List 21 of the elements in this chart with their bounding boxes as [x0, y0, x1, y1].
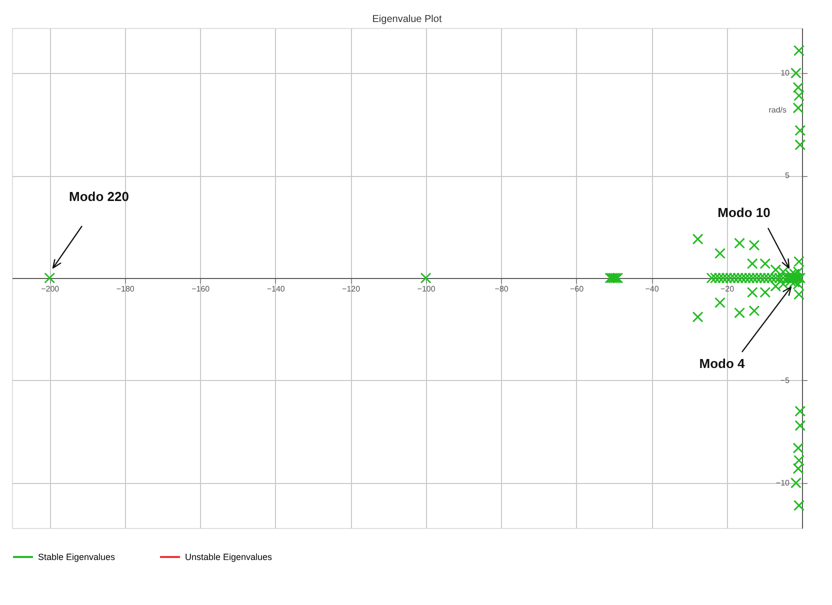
chart-title: Eigenvalue Plot: [372, 14, 442, 25]
x-tick-label: −20: [720, 284, 735, 294]
annotation: Modo 4: [699, 356, 746, 371]
x-tick-label: −140: [266, 284, 286, 294]
x-tick-label: −40: [645, 284, 660, 294]
annotation: Modo 10: [718, 205, 770, 220]
legend-label: Stable Eigenvalues: [38, 552, 116, 562]
x-tick-label: −60: [570, 284, 584, 294]
legend-label: Unstable Eigenvalues: [185, 552, 273, 562]
y-tick-label: −10: [776, 478, 790, 488]
y-tick-label: −5: [780, 376, 790, 385]
x-tick-label: −80: [494, 284, 509, 294]
x-tick-label: −100: [417, 284, 436, 294]
x-tick-label: −120: [342, 284, 361, 294]
annotation: Modo 220: [69, 189, 129, 204]
x-tick-label: −160: [192, 284, 210, 294]
y-axis-title: rad/s: [768, 106, 786, 115]
y-tick-label: 5: [785, 171, 790, 180]
x-tick-label: −180: [116, 284, 135, 294]
x-tick-label: −200: [41, 284, 60, 294]
y-tick-label: 10: [780, 68, 790, 78]
